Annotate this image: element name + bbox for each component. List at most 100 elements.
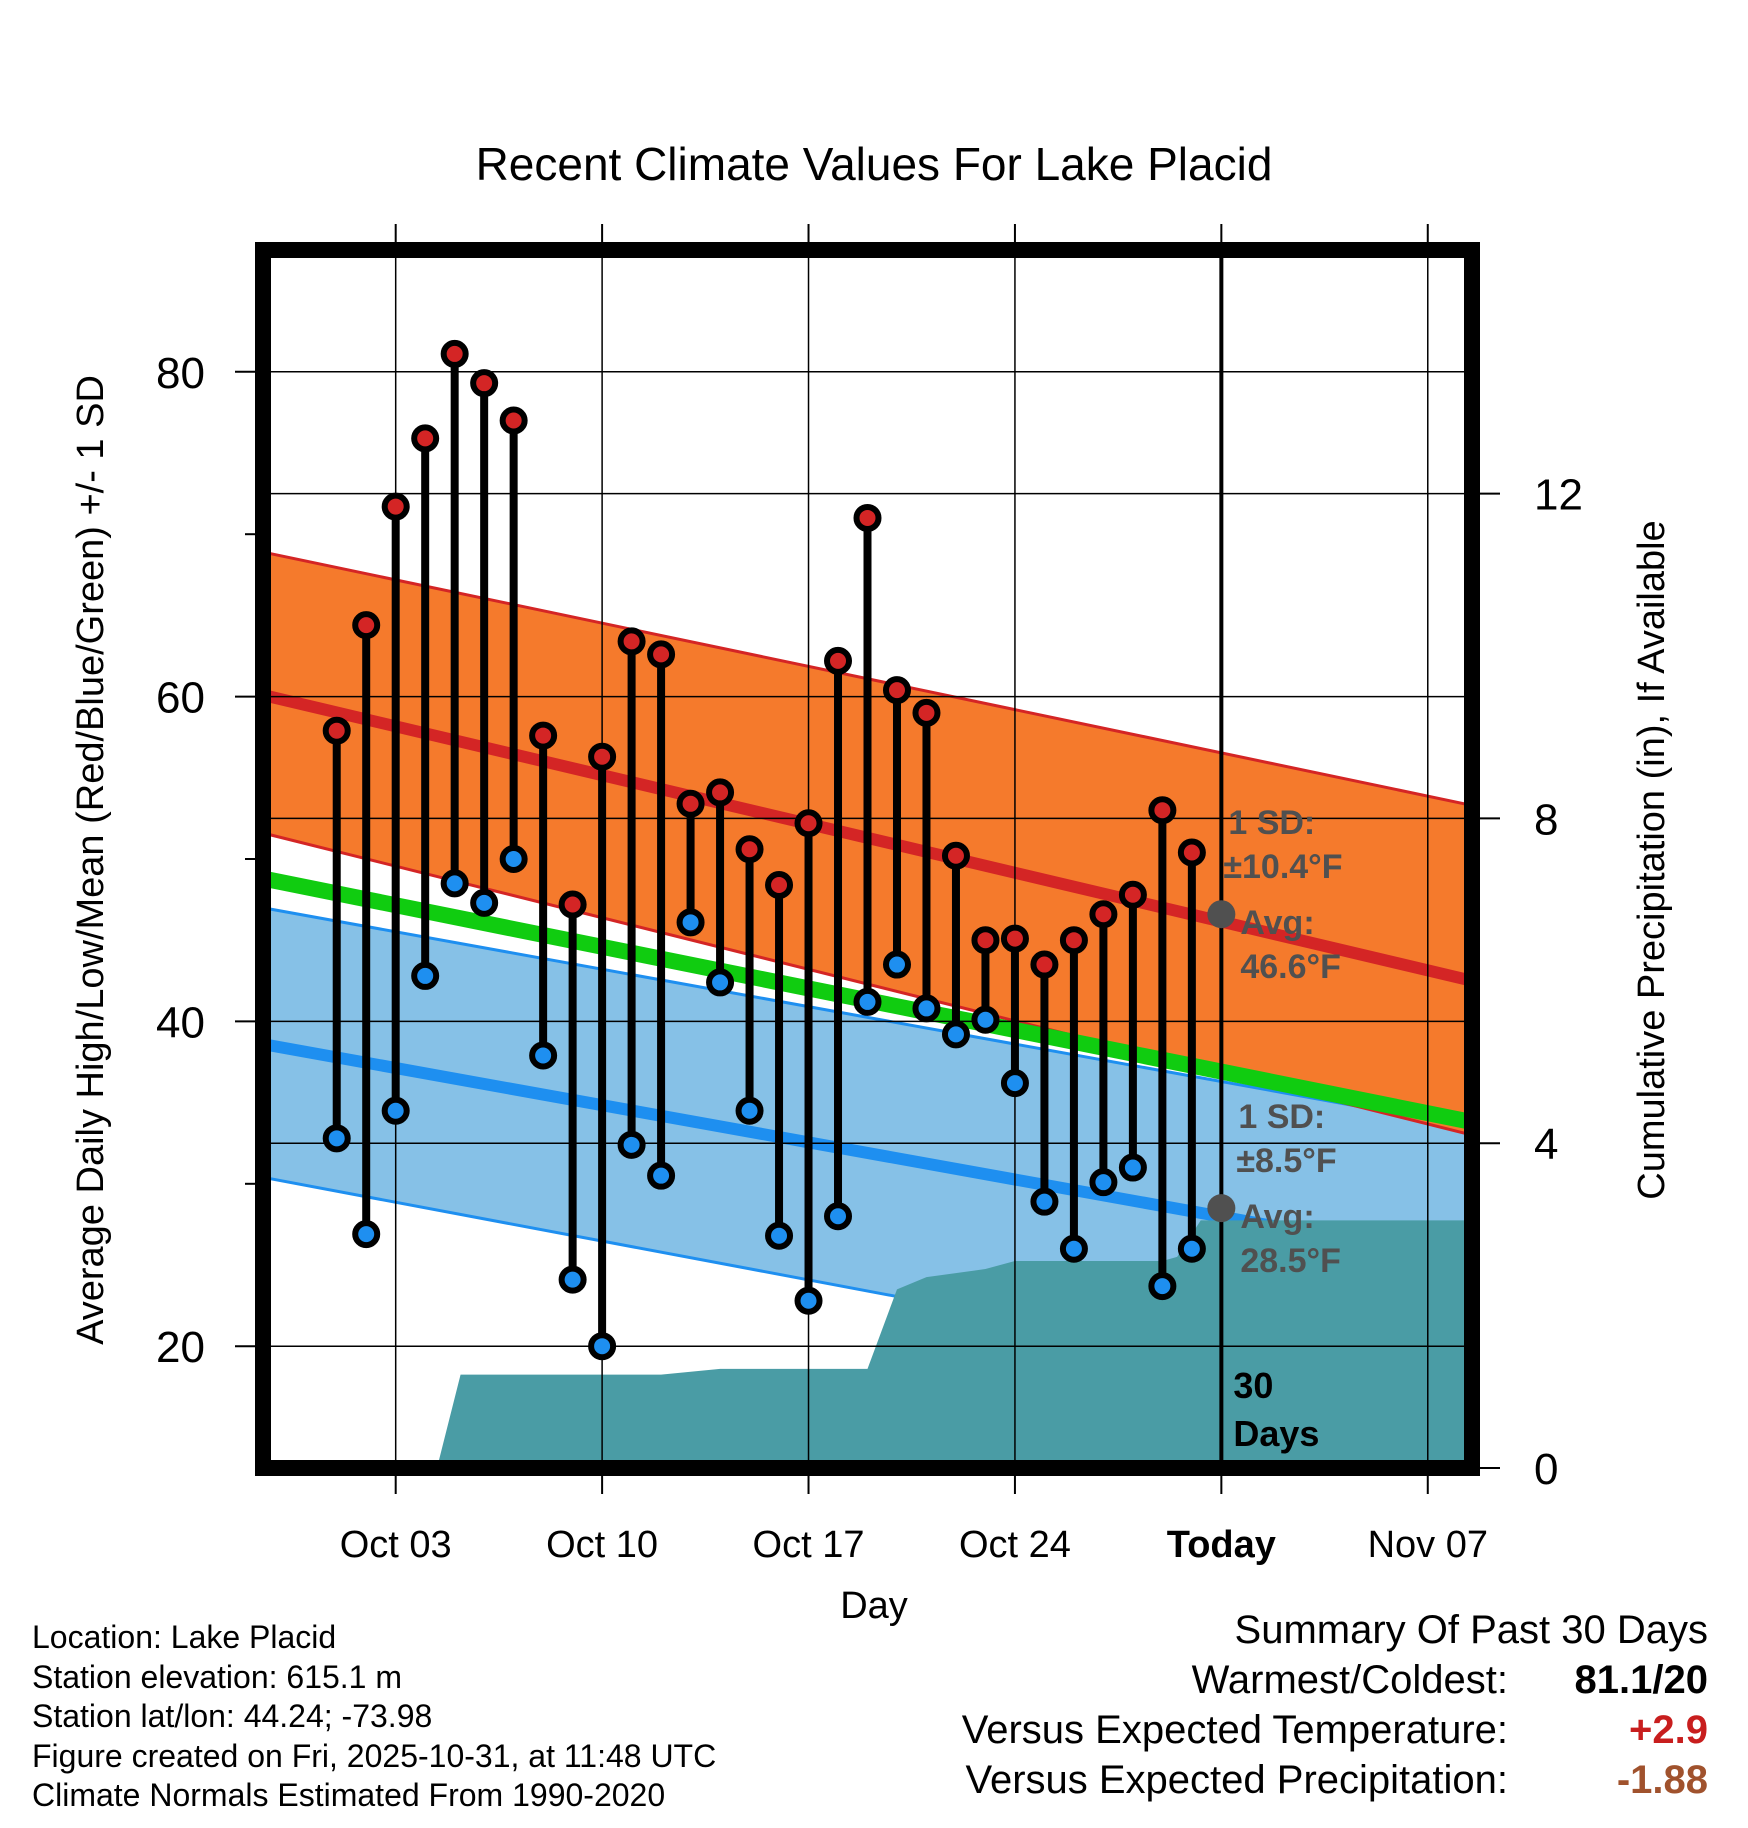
precipitation-anomaly-value: -1.88 xyxy=(1616,1758,1708,1802)
low-temp-point xyxy=(529,1041,558,1070)
high-temp-point xyxy=(411,424,440,453)
y2-tick-label: 4 xyxy=(1534,1120,1558,1169)
low-temp-point xyxy=(470,888,499,917)
low-temp-point xyxy=(617,1130,646,1159)
low-temp-point xyxy=(411,961,440,990)
high-temp-point xyxy=(470,369,499,398)
summary-panel: Summary Of Past 30 Days Warmest/Coldest:… xyxy=(962,1605,1708,1805)
y-axis-label: Average Daily High/Low/Mean (Red/Blue/Gr… xyxy=(70,375,112,1345)
high-temp-point xyxy=(1030,950,1059,979)
high-temp-point xyxy=(647,640,676,669)
high-temp-point xyxy=(1089,900,1118,929)
high-avg-value: 46.6°F xyxy=(1240,948,1341,986)
precipitation-anomaly-label: Versus Expected Precipitation: xyxy=(965,1758,1508,1802)
low-temp-point xyxy=(381,1096,410,1125)
high-temp-point xyxy=(676,789,705,818)
high-temp-point xyxy=(765,870,794,899)
high-temp-point xyxy=(588,742,617,771)
y2-tick-label: 8 xyxy=(1534,795,1558,844)
x-tick-label: Today xyxy=(1167,1524,1276,1566)
low-temp-point xyxy=(1177,1234,1206,1263)
low-sd-value: ±8.5°F xyxy=(1236,1142,1336,1180)
high-temp-point xyxy=(529,721,558,750)
high-avg-label: Avg: xyxy=(1240,904,1314,942)
low-sd-label: 1 SD: xyxy=(1238,1098,1325,1136)
high-temp-point xyxy=(853,503,882,532)
daily-points xyxy=(322,339,1206,1361)
daily-range-stems xyxy=(332,353,1196,1347)
low-temp-point xyxy=(440,869,469,898)
temperature-anomaly-label: Versus Expected Temperature: xyxy=(961,1708,1508,1752)
low-temp-point xyxy=(824,1202,853,1231)
low-temp-point xyxy=(1118,1153,1147,1182)
y-tick-label: 20 xyxy=(156,1323,205,1372)
low-temp-point xyxy=(1148,1272,1177,1301)
high-temp-point xyxy=(1059,926,1088,955)
high-temp-point xyxy=(1118,880,1147,909)
x-tick-label: Oct 24 xyxy=(959,1524,1071,1566)
high-temp-point xyxy=(824,646,853,675)
axes: Oct 03 Oct 10 Oct 17 Oct 24 Today Nov 0720406… xyxy=(70,224,1673,1627)
warmest-coldest-value: 81.1/20 xyxy=(1574,1658,1708,1702)
high-sd-value: ±10.4°F xyxy=(1223,848,1342,886)
created-text: Figure created on Fri, 2025-10-31, at 11… xyxy=(32,1737,717,1774)
high-temp-point xyxy=(381,492,410,521)
high-temp-point xyxy=(1177,838,1206,867)
low-temp-point xyxy=(588,1332,617,1361)
high-temp-point xyxy=(706,778,735,807)
low-temp-point xyxy=(322,1124,351,1153)
low-temp-point xyxy=(1030,1187,1059,1216)
latlon-text: Station lat/lon: 44.24; -73.98 xyxy=(32,1698,433,1734)
today-marker: 30 Days xyxy=(1219,250,1319,1468)
low-temp-point xyxy=(971,1005,1000,1034)
period-label-number: 30 xyxy=(1233,1365,1273,1406)
low-avg-today-dot xyxy=(1207,1194,1236,1223)
low-avg-label: Avg: xyxy=(1240,1198,1314,1236)
y-tick-label: 80 xyxy=(156,349,205,398)
x-tick-label: Oct 03 xyxy=(340,1524,452,1566)
low-temp-point xyxy=(882,950,911,979)
high-temp-point xyxy=(912,698,941,727)
normals-text: Climate Normals Estimated From 1990-2020 xyxy=(32,1777,666,1813)
x-tick-label: Nov 07 xyxy=(1368,1524,1488,1566)
y-tick-label: 60 xyxy=(156,674,205,723)
y2-tick-label: 0 xyxy=(1534,1445,1558,1494)
location-text: Location: Lake Placid xyxy=(32,1619,337,1655)
low-temp-point xyxy=(706,968,735,997)
high-temp-point xyxy=(558,890,587,919)
low-temp-point xyxy=(735,1096,764,1125)
high-temp-point xyxy=(1148,796,1177,825)
high-temp-point xyxy=(499,406,528,435)
low-temp-point xyxy=(558,1265,587,1294)
plot-frame xyxy=(255,242,1480,1476)
band-labels: 1 SD: ±10.4°F Avg: 46.6°F 1 SD: ±8.5°F Avg: 28.… xyxy=(1207,804,1343,1280)
low-temp-point xyxy=(1000,1069,1029,1098)
low-temp-point xyxy=(1059,1234,1088,1263)
y2-tick-label: 12 xyxy=(1534,471,1583,520)
warmest-coldest-label: Warmest/Coldest: xyxy=(1191,1658,1508,1702)
high-temp-point xyxy=(794,809,823,838)
low-temp-point xyxy=(352,1220,381,1249)
low-temp-point xyxy=(676,908,705,937)
high-temp-point xyxy=(440,339,469,368)
low-sd-band-upper-edge xyxy=(262,906,1473,1129)
low-temp-point xyxy=(853,987,882,1016)
x-axis-label: Day xyxy=(840,1585,908,1627)
high-temp-point xyxy=(1000,924,1029,953)
summary-title: Summary Of Past 30 Days xyxy=(1234,1608,1708,1652)
x-tick-label: Oct 17 xyxy=(753,1524,865,1566)
high-temp-point xyxy=(322,716,351,745)
high-temp-point xyxy=(617,627,646,656)
temperature-anomaly-value: +2.9 xyxy=(1629,1708,1708,1752)
period-label-days: Days xyxy=(1233,1413,1319,1454)
y2-axis-label: Cumulative Precipitation (in), If Availa… xyxy=(1631,520,1673,1199)
high-temp-point xyxy=(882,676,911,705)
low-avg-value: 28.5°F xyxy=(1240,1242,1341,1280)
elevation-text: Station elevation: 615.1 m xyxy=(32,1658,403,1695)
low-temp-point xyxy=(499,845,528,873)
high-temp-point xyxy=(735,835,764,864)
station-metadata: Location: Lake Placid Station elevation:… xyxy=(32,1618,716,1816)
y-tick-label: 40 xyxy=(156,998,205,1047)
x-tick-label: Oct 10 xyxy=(546,1524,658,1566)
